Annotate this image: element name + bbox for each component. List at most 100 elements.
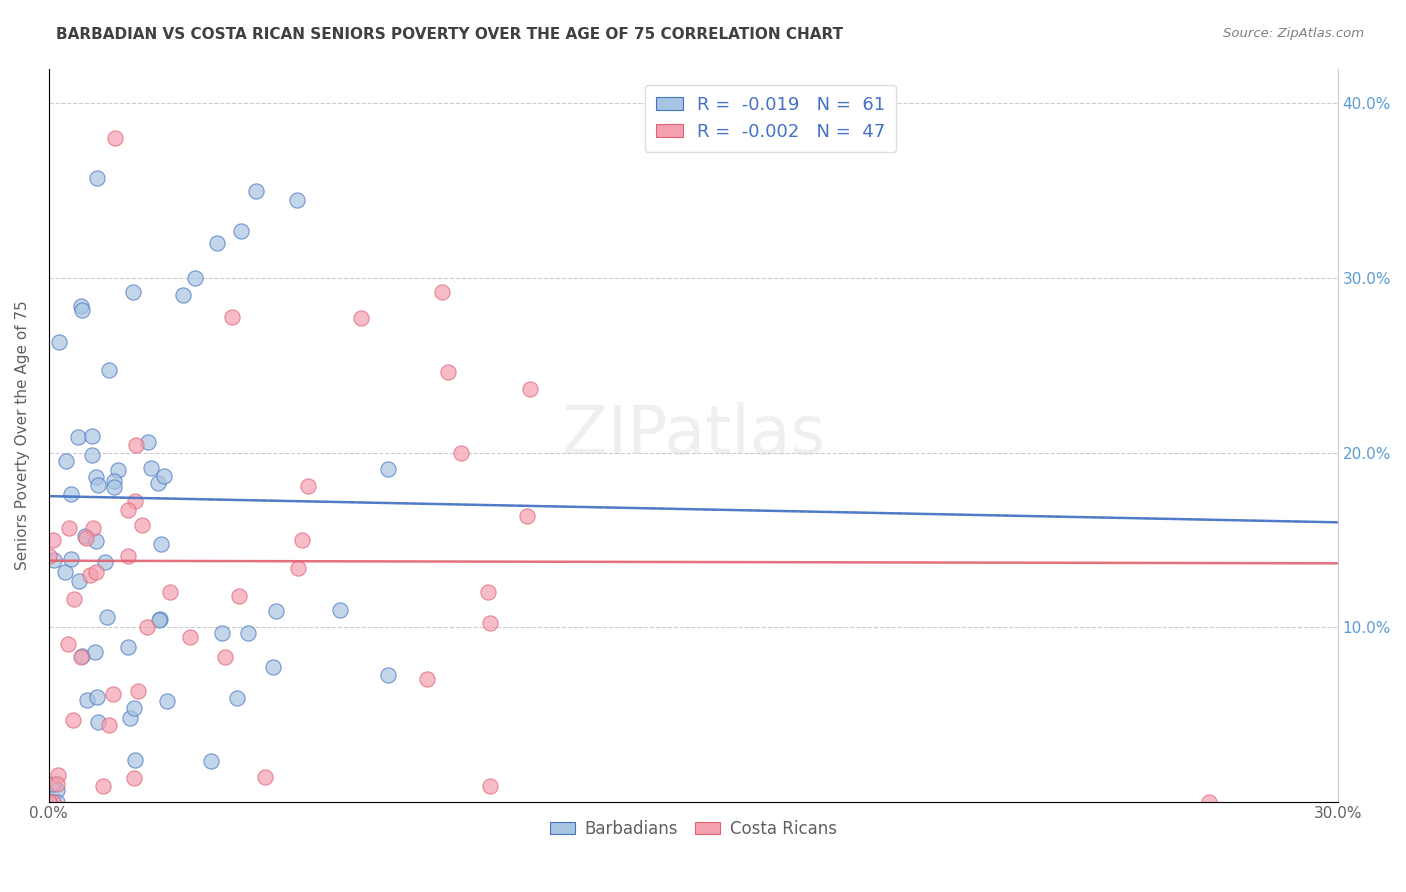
Costa Ricans [479,616,502,631]
Costa Ricans [91,780,114,794]
Costa Ricans [117,503,139,517]
Barbadians [117,640,139,654]
Barbadians [67,574,90,589]
Costa Ricans [415,673,437,687]
Costa Ricans [38,549,60,563]
Barbadians [211,625,233,640]
Barbadians [73,529,96,543]
Text: BARBADIAN VS COSTA RICAN SENIORS POVERTY OVER THE AGE OF 75 CORRELATION CHART: BARBADIAN VS COSTA RICAN SENIORS POVERTY… [56,27,844,42]
Costa Ricans [228,589,250,603]
Barbadians [87,477,110,491]
Barbadians [59,487,82,501]
Barbadians [86,533,108,548]
Barbadians [46,795,69,809]
Barbadians [148,612,170,626]
Barbadians [55,454,77,468]
Barbadians [76,692,98,706]
Barbadians [149,537,172,551]
Costa Ricans [69,650,91,665]
Barbadians [53,565,76,579]
Barbadians [86,171,108,186]
Costa Ricans [179,630,201,644]
Barbadians [107,462,129,476]
Barbadians [136,435,159,450]
Costa Ricans [79,567,101,582]
Barbadians [48,334,70,349]
Costa Ricans [437,365,460,379]
Barbadians [377,668,399,682]
Barbadians [124,753,146,767]
Barbadians [42,552,65,566]
Costa Ricans [101,687,124,701]
Costa Ricans [122,771,145,785]
Barbadians [103,480,125,494]
Barbadians [153,469,176,483]
Costa Ricans [478,779,501,793]
Costa Ricans [56,637,79,651]
Costa Ricans [1198,795,1220,809]
Costa Ricans [477,585,499,599]
Costa Ricans [159,585,181,599]
Costa Ricans [42,533,65,547]
Costa Ricans [104,131,127,145]
Barbadians [141,460,163,475]
Barbadians [97,363,120,377]
Barbadians [146,475,169,490]
Barbadians [84,469,107,483]
Costa Ricans [58,521,80,535]
Barbadians [83,645,105,659]
Barbadians [103,475,125,489]
Barbadians [70,299,93,313]
Costa Ricans [450,445,472,459]
Barbadians [60,552,83,566]
Barbadians [70,302,93,317]
Costa Ricans [127,684,149,698]
Costa Ricans [516,509,538,524]
Barbadians [172,288,194,302]
Costa Ricans [38,795,60,809]
Barbadians [226,691,249,706]
Costa Ricans [131,517,153,532]
Barbadians [156,694,179,708]
Barbadians [200,755,222,769]
Barbadians [184,271,207,285]
Barbadians [121,285,143,300]
Barbadians [66,430,89,444]
Barbadians [38,795,60,809]
Text: ZIPatlas: ZIPatlas [561,402,825,468]
Barbadians [72,649,94,664]
Barbadians [124,701,146,715]
Barbadians [262,660,284,674]
Costa Ricans [291,533,314,548]
Costa Ricans [117,549,139,563]
Costa Ricans [136,620,159,634]
Barbadians [86,714,108,729]
Legend: Barbadians, Costa Ricans: Barbadians, Costa Ricans [543,814,844,845]
Barbadians [285,194,308,208]
Barbadians [245,184,267,198]
Costa Ricans [253,770,276,784]
Costa Ricans [75,532,97,546]
Barbadians [236,626,259,640]
Barbadians [148,614,170,628]
Costa Ricans [349,311,371,326]
Barbadians [42,777,65,791]
Barbadians [229,224,252,238]
Barbadians [82,428,104,442]
Y-axis label: Seniors Poverty Over the Age of 75: Seniors Poverty Over the Age of 75 [15,301,30,570]
Barbadians [329,603,352,617]
Barbadians [94,555,117,569]
Costa Ricans [519,383,541,397]
Barbadians [205,235,228,250]
Costa Ricans [125,438,148,452]
Barbadians [86,690,108,705]
Barbadians [96,610,118,624]
Costa Ricans [287,561,309,575]
Barbadians [264,604,287,618]
Costa Ricans [42,795,65,809]
Barbadians [42,795,65,809]
Barbadians [118,711,141,725]
Costa Ricans [62,713,84,727]
Costa Ricans [82,521,104,535]
Costa Ricans [214,650,236,665]
